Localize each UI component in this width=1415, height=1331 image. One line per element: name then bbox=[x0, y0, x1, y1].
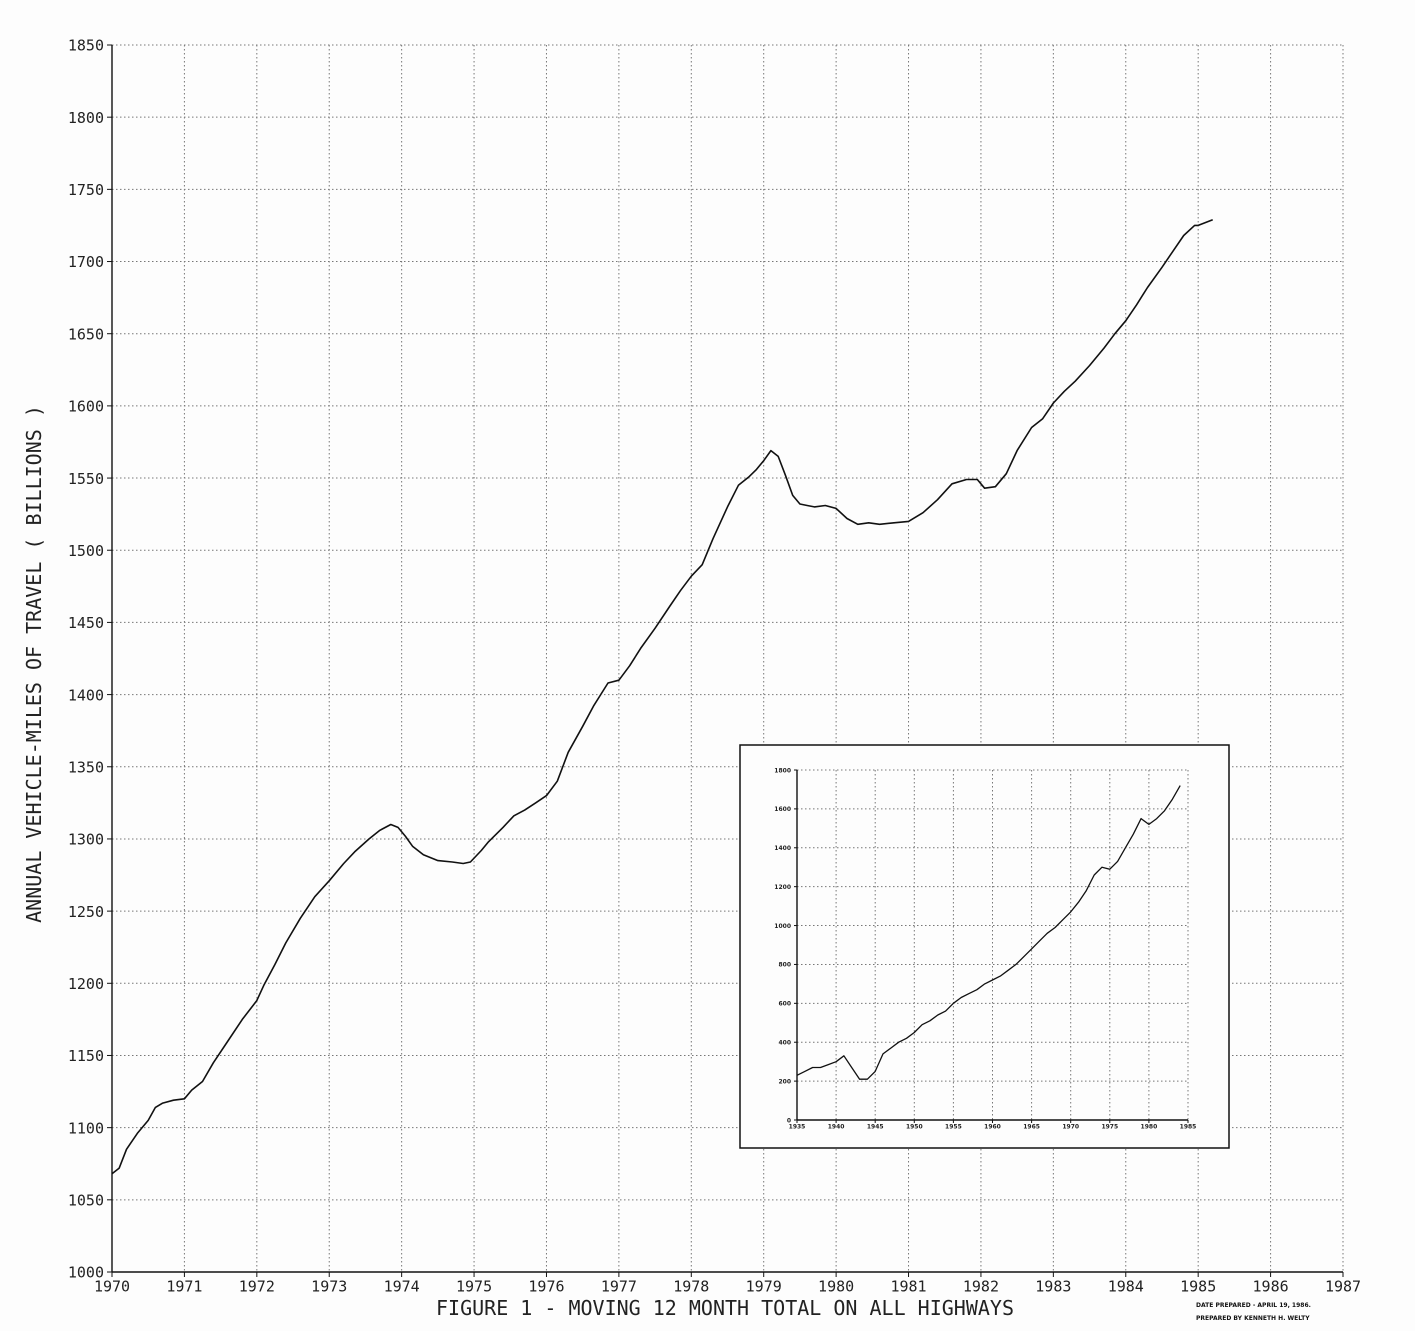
main-x-tick-label: 1986 bbox=[1253, 1277, 1289, 1295]
main-y-tick-label: 1350 bbox=[68, 758, 104, 776]
inset-x-tick-label: 1950 bbox=[906, 1124, 923, 1131]
main-y-tick-label: 1000 bbox=[68, 1264, 104, 1282]
inset-y-tick-label: 1200 bbox=[774, 884, 791, 891]
main-y-tick-label: 1300 bbox=[68, 831, 104, 849]
main-y-tick-label: 1400 bbox=[68, 686, 104, 704]
inset-x-tick-label: 1955 bbox=[945, 1124, 962, 1131]
inset-y-tick-label: 200 bbox=[778, 1078, 791, 1085]
main-x-tick-label: 1975 bbox=[456, 1277, 492, 1295]
inset-x-tick-label: 1980 bbox=[1141, 1124, 1158, 1131]
main-x-tick-label: 1978 bbox=[673, 1277, 709, 1295]
inset-x-tick-label: 1975 bbox=[1101, 1124, 1118, 1131]
inset-y-tick-labels: 0 200 400 600 800 1000 1200 1400 1600 1800 bbox=[774, 767, 791, 1124]
main-y-tick-label: 1600 bbox=[68, 398, 104, 416]
inset-y-tick-label: 0 bbox=[787, 1117, 791, 1124]
main-y-tick-label: 1800 bbox=[68, 109, 104, 127]
inset-x-tick-label: 1940 bbox=[828, 1124, 845, 1131]
inset-series bbox=[796, 785, 1181, 1080]
main-x-tick-label: 1983 bbox=[1035, 1277, 1071, 1295]
main-x-tick-label: 1981 bbox=[890, 1277, 926, 1295]
chart-title: FIGURE 1 - MOVING 12 MONTH TOTAL ON ALL … bbox=[436, 1296, 1014, 1320]
main-x-tick-label: 1985 bbox=[1180, 1277, 1216, 1295]
inset-y-tick-label: 1000 bbox=[774, 923, 791, 930]
main-y-tick-label: 1150 bbox=[68, 1047, 104, 1065]
prepared-by: PREPARED BY KENNETH H. WELTY bbox=[1196, 1315, 1310, 1322]
main-y-tick-label: 1050 bbox=[68, 1192, 104, 1210]
inset-x-tick-label: 1960 bbox=[984, 1124, 1001, 1131]
main-y-tick-label: 1850 bbox=[68, 37, 104, 55]
inset-frame bbox=[739, 744, 1230, 1149]
main-y-tick-label: 1250 bbox=[68, 903, 104, 921]
inset-x-tick-label: 1970 bbox=[1062, 1124, 1079, 1131]
main-y-tick-label: 1750 bbox=[68, 181, 104, 199]
inset-y-tick-label: 1600 bbox=[774, 806, 791, 813]
date-prepared: DATE PREPARED - APRIL 19, 1986. bbox=[1196, 1302, 1311, 1309]
inset-grid bbox=[797, 769, 1189, 1120]
main-x-tick-label: 1970 bbox=[94, 1277, 130, 1295]
main-y-tick-label: 1200 bbox=[68, 975, 104, 993]
main-x-tick-label: 1976 bbox=[528, 1277, 564, 1295]
main-y-tick-labels: 1000 1050 1100 1150 1200 1250 1300 1350 1400 1450… bbox=[68, 37, 104, 1282]
inset-y-tick-label: 800 bbox=[778, 962, 791, 969]
inset-x-tick-label: 1935 bbox=[789, 1124, 806, 1131]
inset-axes bbox=[794, 769, 1189, 1123]
main-x-tick-label: 1980 bbox=[818, 1277, 854, 1295]
main-y-tick-label: 1550 bbox=[68, 470, 104, 488]
main-y-tick-label: 1100 bbox=[68, 1119, 104, 1137]
main-x-tick-label: 1982 bbox=[963, 1277, 999, 1295]
main-x-tick-label: 1973 bbox=[311, 1277, 347, 1295]
main-x-tick-label: 1987 bbox=[1325, 1277, 1361, 1295]
main-x-tick-label: 1984 bbox=[1108, 1277, 1144, 1295]
inset-series-line bbox=[796, 785, 1181, 1080]
inset-x-tick-labels: 1935 1940 1945 1950 1955 1960 1965 1970 1975 1980… bbox=[789, 1124, 1197, 1131]
main-y-tick-label: 1500 bbox=[68, 542, 104, 560]
main-grid bbox=[112, 44, 1344, 1272]
main-x-tick-label: 1979 bbox=[746, 1277, 782, 1295]
inset-y-tick-label: 1400 bbox=[774, 845, 791, 852]
main-x-tick-label: 1972 bbox=[239, 1277, 275, 1295]
y-axis-label: ANNUAL VEHICLE-MILES OF TRAVEL ( BILLION… bbox=[22, 405, 46, 923]
main-y-tick-label: 1700 bbox=[68, 253, 104, 271]
credits: DATE PREPARED - APRIL 19, 1986. PREPARED… bbox=[1196, 1299, 1396, 1325]
inset-y-tick-label: 600 bbox=[778, 1001, 791, 1008]
main-series bbox=[111, 218, 1213, 1175]
inset-y-tick-label: 400 bbox=[778, 1040, 791, 1047]
main-x-tick-label: 1977 bbox=[601, 1277, 637, 1295]
main-axes bbox=[107, 44, 1344, 1277]
main-y-tick-label: 1450 bbox=[68, 614, 104, 632]
inset-x-tick-label: 1945 bbox=[867, 1124, 884, 1131]
inset-x-tick-label: 1965 bbox=[1023, 1124, 1040, 1131]
main-series-line bbox=[111, 218, 1213, 1175]
inset-y-tick-label: 1800 bbox=[774, 767, 791, 774]
main-y-tick-label: 1650 bbox=[68, 325, 104, 343]
inset-x-tick-label: 1985 bbox=[1180, 1124, 1197, 1131]
main-x-tick-labels: 1970 1971 1972 1973 1974 1975 1976 1977 1978 1979… bbox=[94, 1277, 1361, 1295]
main-x-tick-label: 1974 bbox=[384, 1277, 420, 1295]
main-x-tick-label: 1971 bbox=[166, 1277, 202, 1295]
